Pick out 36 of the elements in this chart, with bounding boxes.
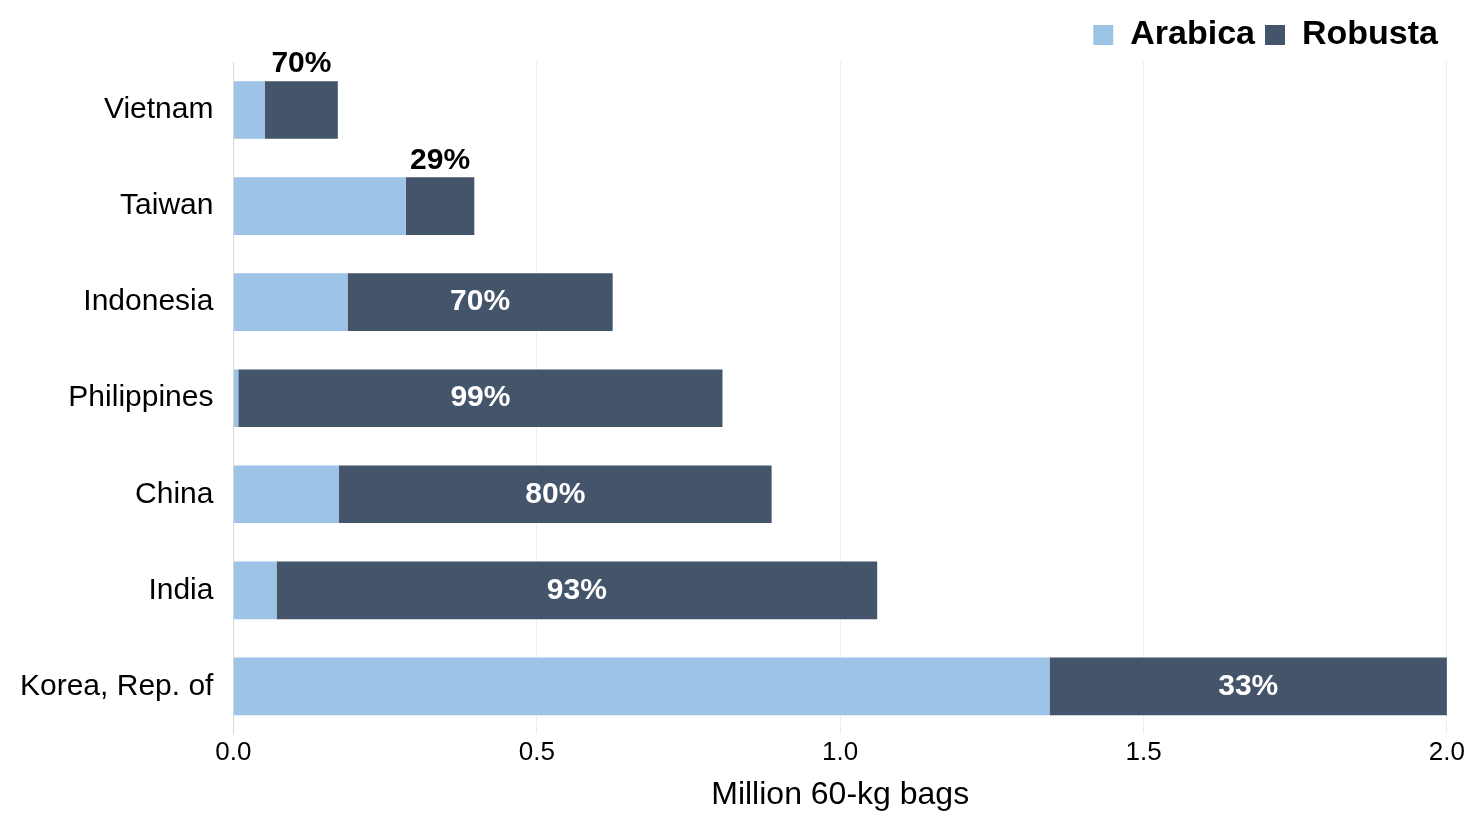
legend-label: Robusta — [1302, 13, 1440, 52]
x-tick-label: 1.0 — [822, 736, 859, 767]
annotation: 70% — [271, 45, 332, 79]
x-axis-title: Million 60-kg bags — [711, 774, 970, 811]
bar — [339, 465, 772, 524]
bar — [233, 369, 239, 428]
bar — [1049, 657, 1447, 716]
annotation: 33% — [1218, 667, 1279, 701]
annotation: 93% — [546, 571, 607, 605]
bar — [265, 81, 338, 139]
bar — [405, 177, 475, 235]
y-tick-label: Vietnam — [103, 91, 214, 125]
x-tick-label: 0.5 — [518, 736, 555, 767]
y-tick-label: India — [148, 571, 214, 605]
bar — [233, 273, 348, 331]
annotation: 99% — [450, 379, 511, 413]
y-tick-label: Indonesia — [83, 283, 214, 317]
bar — [233, 177, 406, 235]
y-tick-label: Korea, Rep. of — [19, 667, 215, 701]
legend-label: Arabica — [1130, 13, 1257, 52]
bar — [233, 657, 1050, 716]
bar — [233, 81, 265, 139]
annotation: 70% — [450, 283, 511, 317]
y-tick-label: Philippines — [68, 379, 214, 413]
bar — [347, 273, 613, 331]
x-tick-label: 1.5 — [1125, 736, 1162, 767]
annotation: 29% — [410, 141, 471, 175]
y-tick-label: Taiwan — [120, 187, 214, 221]
bar — [233, 561, 277, 620]
y-tick-label: China — [135, 475, 214, 509]
x-tick-label: 2.0 — [1428, 736, 1466, 767]
bar — [233, 465, 340, 524]
bar — [276, 561, 878, 620]
bar — [238, 369, 723, 428]
x-tick-label: 0.0 — [215, 736, 252, 767]
annotation: 80% — [525, 475, 586, 509]
